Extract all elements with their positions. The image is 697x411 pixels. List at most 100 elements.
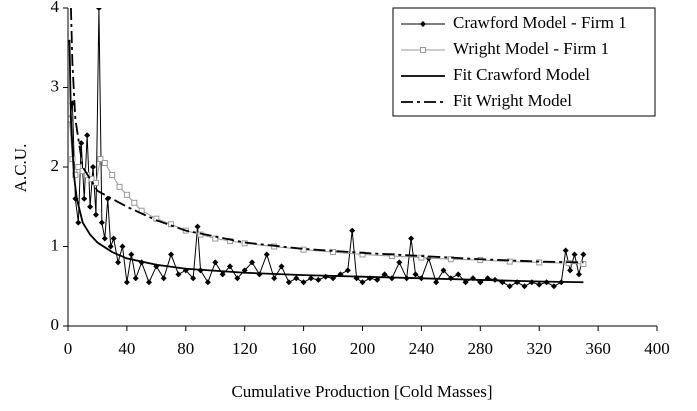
square-marker <box>300 246 307 253</box>
x-tick-label: 360 <box>585 339 611 358</box>
square-marker <box>359 251 366 258</box>
series-line <box>70 8 584 264</box>
square-marker <box>72 171 79 178</box>
diamond-marker <box>212 259 219 266</box>
diamond-marker <box>271 275 278 282</box>
x-tick-label: 280 <box>468 339 494 358</box>
diamond-marker <box>78 140 85 147</box>
diamond-marker <box>536 281 543 288</box>
diamond-marker <box>285 279 292 286</box>
diamond-marker <box>81 195 88 202</box>
x-tick-label: 160 <box>291 339 317 358</box>
diamond-marker <box>168 251 175 258</box>
diamond-marker <box>256 271 263 278</box>
y-tick-label: 1 <box>51 235 60 254</box>
diamond-marker <box>293 275 300 282</box>
diamond-marker <box>381 271 388 278</box>
legend-box <box>392 7 656 117</box>
x-tick-label: 80 <box>177 339 194 358</box>
square-marker <box>212 235 219 242</box>
diamond-marker <box>440 267 447 274</box>
diamond-marker <box>322 273 329 280</box>
diamond-marker <box>396 259 403 266</box>
diamond-marker <box>98 219 105 226</box>
diamond-marker <box>128 251 135 258</box>
legend-label: Fit Crawford Model <box>453 65 590 84</box>
diamond-marker <box>374 276 381 283</box>
series-line <box>68 119 584 265</box>
square-marker <box>330 249 337 256</box>
square-marker <box>109 171 116 178</box>
diamond-marker <box>455 271 462 278</box>
square-marker <box>97 156 104 163</box>
diamond-marker <box>575 271 582 278</box>
square-marker <box>418 254 425 261</box>
diamond-marker <box>249 259 256 266</box>
diamond-marker <box>194 223 201 230</box>
x-axis-label: Cumulative Production [Cold Masses] <box>231 382 492 401</box>
diamond-marker <box>92 211 99 218</box>
diamond-marker <box>107 243 114 250</box>
diamond-marker <box>90 164 97 170</box>
diamond-marker <box>175 271 182 278</box>
diamond-marker <box>315 276 322 283</box>
diamond-marker <box>234 275 241 282</box>
diamond-marker <box>204 279 211 286</box>
diamond-marker <box>87 203 94 210</box>
diamond-marker <box>84 132 91 139</box>
y-axis-label: A.C.U. <box>11 144 30 193</box>
diamond-marker <box>528 279 535 286</box>
square-marker <box>131 199 138 206</box>
diamond-marker <box>110 235 117 242</box>
diamond-marker <box>571 251 578 258</box>
diamond-marker <box>75 219 82 226</box>
diamond-marker <box>278 263 285 270</box>
x-tick-label: 120 <box>232 339 258 358</box>
diamond-marker <box>190 275 197 282</box>
diamond-marker <box>462 279 469 286</box>
diamond-marker <box>433 279 440 286</box>
legend-label: Crawford Model - Firm 1 <box>453 13 627 32</box>
y-tick-label: 2 <box>51 156 60 175</box>
diamond-marker <box>420 21 426 27</box>
diamond-marker <box>119 243 126 250</box>
square-marker <box>580 260 587 267</box>
x-tick-label: 240 <box>409 339 435 358</box>
x-tick-label: 40 <box>118 339 135 358</box>
series-line <box>68 39 584 284</box>
square-marker <box>68 116 73 123</box>
diamond-marker <box>412 271 419 278</box>
diamond-marker <box>115 259 122 266</box>
square-marker <box>123 191 130 198</box>
diamond-marker <box>160 275 167 282</box>
square-marker <box>88 175 95 182</box>
diamond-marker <box>408 235 415 242</box>
square-marker <box>101 160 108 167</box>
x-tick-label: 0 <box>64 339 73 358</box>
legend-label: Wright Model - Firm 1 <box>453 39 609 58</box>
square-marker <box>92 179 99 186</box>
y-tick-label: 3 <box>51 76 60 95</box>
diamond-marker <box>580 251 587 258</box>
square-marker <box>565 260 572 267</box>
diamond-marker <box>263 251 270 258</box>
legend-label: Fit Wright Model <box>453 91 572 110</box>
diamond-marker <box>145 279 152 286</box>
square-marker <box>447 256 454 263</box>
square-marker <box>388 253 395 260</box>
square-marker <box>420 47 426 53</box>
diamond-marker <box>359 279 366 286</box>
diamond-marker <box>132 275 139 282</box>
diamond-marker <box>219 271 226 278</box>
diamond-marker <box>101 235 108 242</box>
diamond-marker <box>506 283 513 290</box>
x-tick-label: 400 <box>644 339 670 358</box>
diamond-marker <box>123 279 130 286</box>
square-marker <box>116 183 123 190</box>
diamond-marker <box>226 263 233 270</box>
diamond-marker <box>562 247 569 254</box>
diamond-marker <box>349 227 356 234</box>
y-tick-label: 4 <box>51 0 60 16</box>
